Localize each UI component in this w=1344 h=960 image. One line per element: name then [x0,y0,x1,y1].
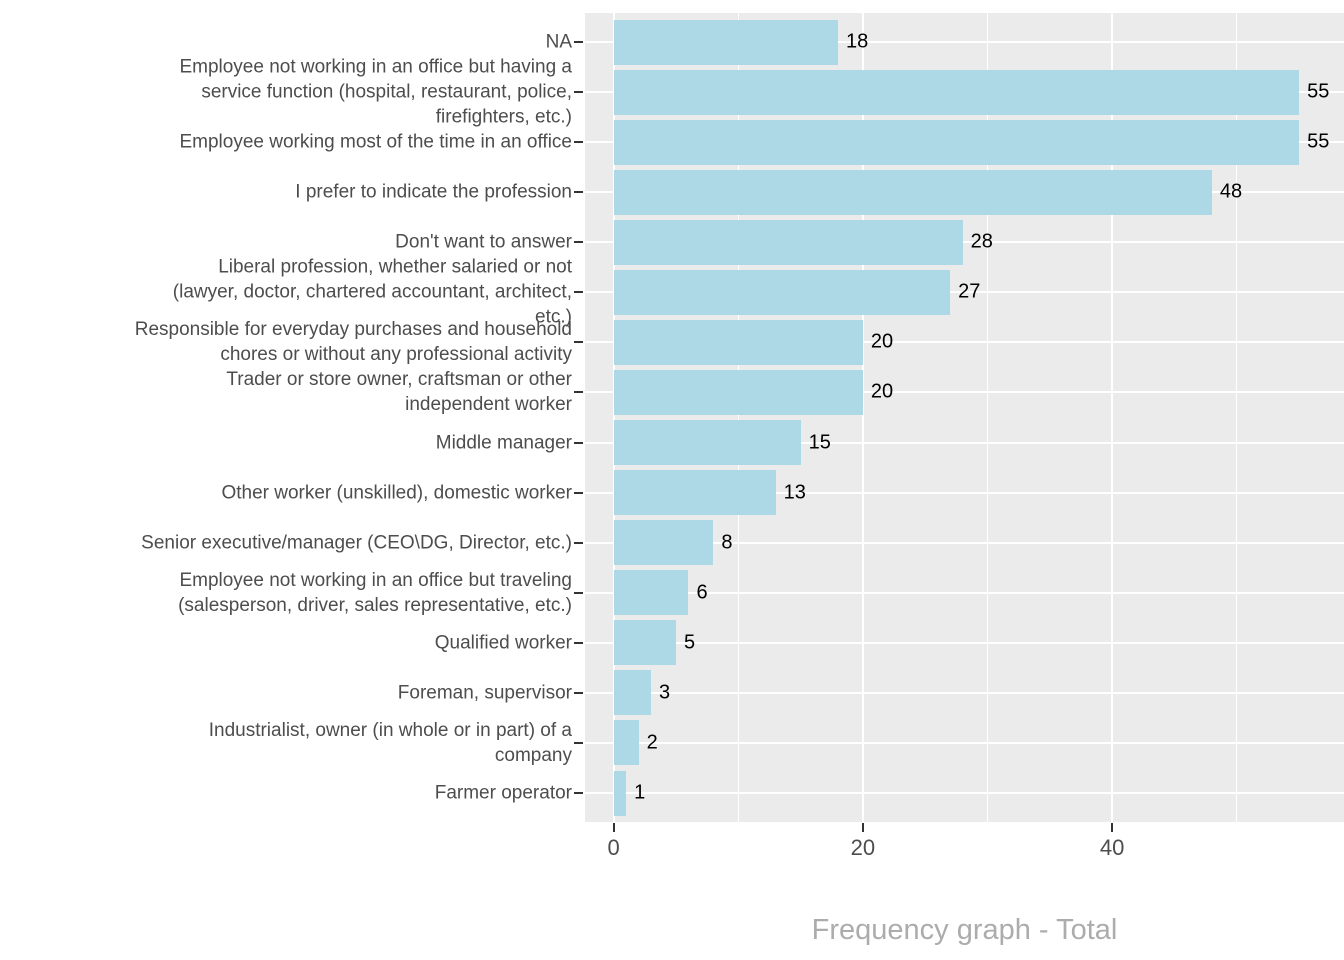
category-label: Qualified worker [434,632,572,654]
category-label: Liberal profession, whether salaried or … [172,256,572,328]
bar [613,470,776,516]
gridline-row [585,241,1344,244]
bar [613,369,863,415]
y-axis-tick [574,391,583,394]
bar-value-label: 6 [696,581,708,604]
bar-value-label: 5 [683,631,696,654]
category-label: Trader or store owner, craftsman or othe… [226,369,572,416]
bar-value-label: 27 [958,280,981,303]
x-axis-tick [861,823,864,832]
bar-value-label: 20 [870,380,894,403]
bar [613,319,863,365]
y-axis-tick [574,641,583,644]
bar-value-label: 18 [846,30,869,53]
gridline-row [585,691,1344,694]
category-label: Employee not working in an office but tr… [178,569,572,616]
bar-value-label: 15 [808,431,831,454]
gridline-row [585,591,1344,594]
gridline-minor [1236,13,1238,822]
x-axis-tick [612,823,615,832]
bar-value-label: 1 [634,781,646,804]
y-axis-tick [574,91,583,94]
bar-value-label: 48 [1219,180,1243,203]
gridline-row [585,341,1344,344]
x-axis-tick-label: 0 [607,835,620,860]
gridline-major [1111,13,1114,822]
bar [613,520,714,566]
bar-value-label: 55 [1307,80,1330,103]
bar [613,119,1300,165]
bar [613,69,1300,115]
gridline-row [585,391,1344,394]
bar [613,770,627,816]
bar-value-label: 55 [1307,130,1330,153]
bar-value-label: 8 [721,531,733,554]
y-axis-tick [574,591,583,594]
bar [613,620,676,666]
bar-value-label: 2 [646,731,658,754]
bar-value-label: 28 [970,230,993,253]
y-axis-tick [574,41,583,43]
category-label: Responsible for everyday purchases and h… [134,319,572,366]
category-label: Other worker (unskilled), domestic worke… [221,482,572,504]
category-label: Middle manager [435,432,572,454]
y-axis-tick [574,141,583,144]
plot-panel [585,13,1344,822]
y-axis-tick [574,191,583,194]
category-label: Foreman, supervisor [397,682,572,704]
y-axis-tick [574,441,583,444]
bar-value-label: 20 [870,330,894,353]
y-axis-tick [574,291,583,294]
bar [613,720,639,766]
gridline-major [861,13,864,822]
gridline-row [585,441,1344,444]
gridline-row [585,291,1344,294]
gridline-row [585,491,1344,494]
y-axis-tick [574,741,583,744]
category-label: NA [545,31,572,53]
category-label: Industrialist, owner (in whole or in par… [208,719,572,766]
y-axis-tick [574,341,583,344]
gridline-row [585,641,1344,644]
bar [613,19,838,65]
x-axis-title: Frequency graph - Total [811,914,1118,946]
bar [613,169,1212,215]
gridline-row [585,41,1344,43]
bar [613,570,689,616]
x-axis-tick [1111,823,1114,832]
y-axis-tick [574,691,583,694]
bar-value-label: 3 [659,681,671,704]
gridline-minor [737,13,739,822]
bar-value-label: 13 [783,481,806,504]
gridline-row [585,792,1344,794]
gridline-row [585,541,1344,544]
category-label: Employee working most of the time in an … [179,131,572,153]
category-label: Farmer operator [434,782,572,804]
gridline-row [585,741,1344,744]
y-axis-tick [574,491,583,494]
x-axis-tick-label: 40 [1099,835,1125,860]
gridline-minor [987,13,989,822]
category-label: Don't want to answer [395,231,572,253]
y-axis-tick [574,541,583,544]
y-axis-tick [574,792,583,794]
gridline-major [612,13,615,822]
y-axis-tick [574,241,583,244]
bar [613,670,652,716]
category-label: Employee not working in an office but ha… [179,56,572,128]
bar [613,420,801,466]
category-label: Senior executive/manager (CEO\DG, Direct… [141,532,572,554]
bar [613,269,951,315]
bar [613,219,963,265]
category-label: I prefer to indicate the profession [295,181,572,203]
x-axis-tick-label: 20 [850,835,876,860]
